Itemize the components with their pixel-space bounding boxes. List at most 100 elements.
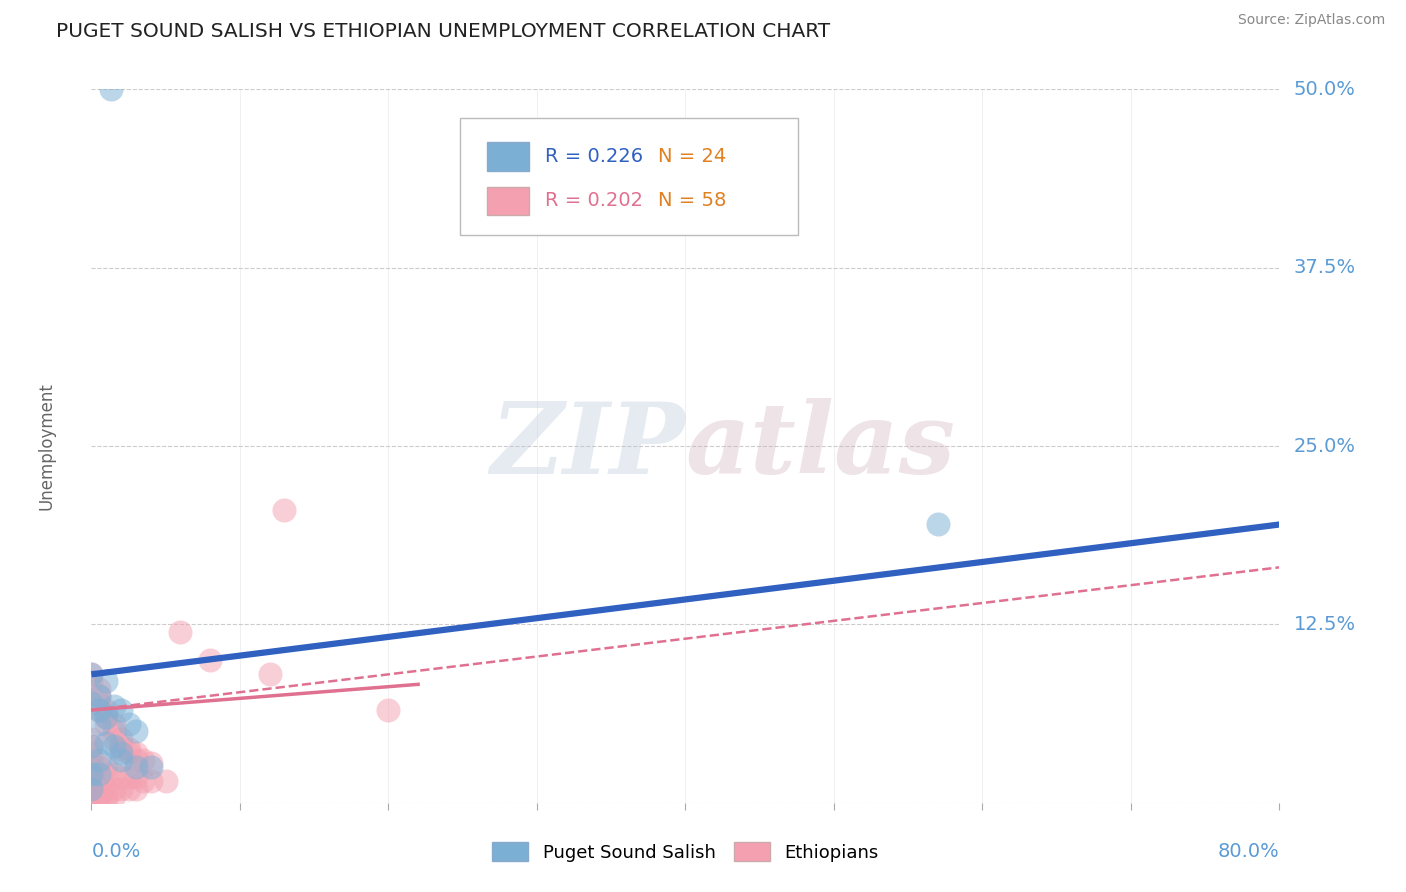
Point (87, 689, 110, 703)
Point (96, 791, 118, 805)
Text: 50.0%: 50.0% (1294, 79, 1355, 99)
Point (110, 753, 132, 767)
Point (110, 746, 132, 760)
Point (96, 710, 118, 724)
Point (87, 681, 110, 696)
Point (96, 736, 118, 750)
Point (125, 753, 148, 767)
Point (117, 746, 139, 760)
Point (103, 767, 125, 781)
Text: Source: ZipAtlas.com: Source: ZipAtlas.com (1237, 13, 1385, 28)
Point (87, 753, 110, 767)
Text: N = 58: N = 58 (658, 192, 727, 211)
Text: 37.5%: 37.5% (1294, 258, 1355, 277)
Point (80, 794, 103, 808)
Text: R = 0.226: R = 0.226 (546, 147, 644, 166)
Point (87, 696, 110, 710)
Point (155, 774, 177, 789)
Point (110, 741, 132, 756)
Point (125, 746, 148, 760)
Point (80, 767, 103, 781)
Point (139, 774, 162, 789)
Point (103, 739, 125, 753)
Point (117, 741, 139, 756)
Point (117, 781, 139, 796)
Point (117, 770, 139, 784)
Text: 12.5%: 12.5% (1294, 615, 1355, 634)
Point (80, 791, 103, 805)
Point (103, 698, 125, 713)
Point (87, 767, 110, 781)
Point (87, 760, 110, 774)
Point (259, 667, 281, 681)
Point (80, 731, 103, 746)
FancyBboxPatch shape (486, 143, 529, 171)
Point (87, 703, 110, 717)
Point (87, 791, 110, 805)
Point (103, 724, 125, 739)
Point (103, 717, 125, 731)
Text: N = 24: N = 24 (658, 147, 727, 166)
Text: R = 0.202: R = 0.202 (546, 192, 643, 211)
Legend: Puget Sound Salish, Ethiopians: Puget Sound Salish, Ethiopians (492, 842, 879, 862)
Text: 0.0%: 0.0% (91, 842, 141, 861)
Text: 25.0%: 25.0% (1294, 436, 1355, 456)
Text: 80.0%: 80.0% (1218, 842, 1279, 861)
Point (117, 717, 139, 731)
Point (100, 82, 122, 96)
Point (132, 753, 155, 767)
Point (169, 624, 191, 639)
Point (110, 781, 132, 796)
Point (80, 674, 103, 689)
Text: atlas: atlas (685, 398, 956, 494)
Point (80, 746, 103, 760)
Point (80, 753, 103, 767)
Point (273, 503, 295, 517)
FancyBboxPatch shape (486, 186, 529, 215)
FancyBboxPatch shape (460, 118, 799, 235)
Text: Unemployment: Unemployment (37, 382, 55, 510)
Point (132, 774, 155, 789)
Point (80, 781, 103, 796)
Point (96, 717, 118, 731)
Point (200, 653, 222, 667)
Point (80, 789, 103, 803)
Point (125, 724, 148, 739)
Point (110, 703, 132, 717)
Point (96, 674, 118, 689)
Point (125, 760, 148, 774)
Point (139, 760, 162, 774)
Point (96, 767, 118, 781)
Point (110, 731, 132, 746)
Point (96, 789, 118, 803)
Point (80, 739, 103, 753)
Point (80, 667, 103, 681)
Text: ZIP: ZIP (491, 398, 685, 494)
Point (927, 517, 949, 532)
Point (87, 781, 110, 796)
Point (80, 781, 103, 796)
Point (96, 703, 118, 717)
Point (139, 756, 162, 770)
Point (103, 789, 125, 803)
Point (80, 667, 103, 681)
Point (125, 781, 148, 796)
Point (87, 789, 110, 803)
Point (377, 703, 399, 717)
Point (96, 760, 118, 774)
Point (80, 774, 103, 789)
Point (87, 689, 110, 703)
Point (103, 731, 125, 746)
Point (80, 696, 103, 710)
Point (87, 703, 110, 717)
Text: PUGET SOUND SALISH VS ETHIOPIAN UNEMPLOYMENT CORRELATION CHART: PUGET SOUND SALISH VS ETHIOPIAN UNEMPLOY… (56, 22, 831, 41)
Point (80, 739, 103, 753)
Point (96, 710, 118, 724)
Point (96, 781, 118, 796)
Point (87, 717, 110, 731)
Point (110, 739, 132, 753)
Point (110, 770, 132, 784)
Point (80, 760, 103, 774)
Point (80, 767, 103, 781)
Point (103, 781, 125, 796)
